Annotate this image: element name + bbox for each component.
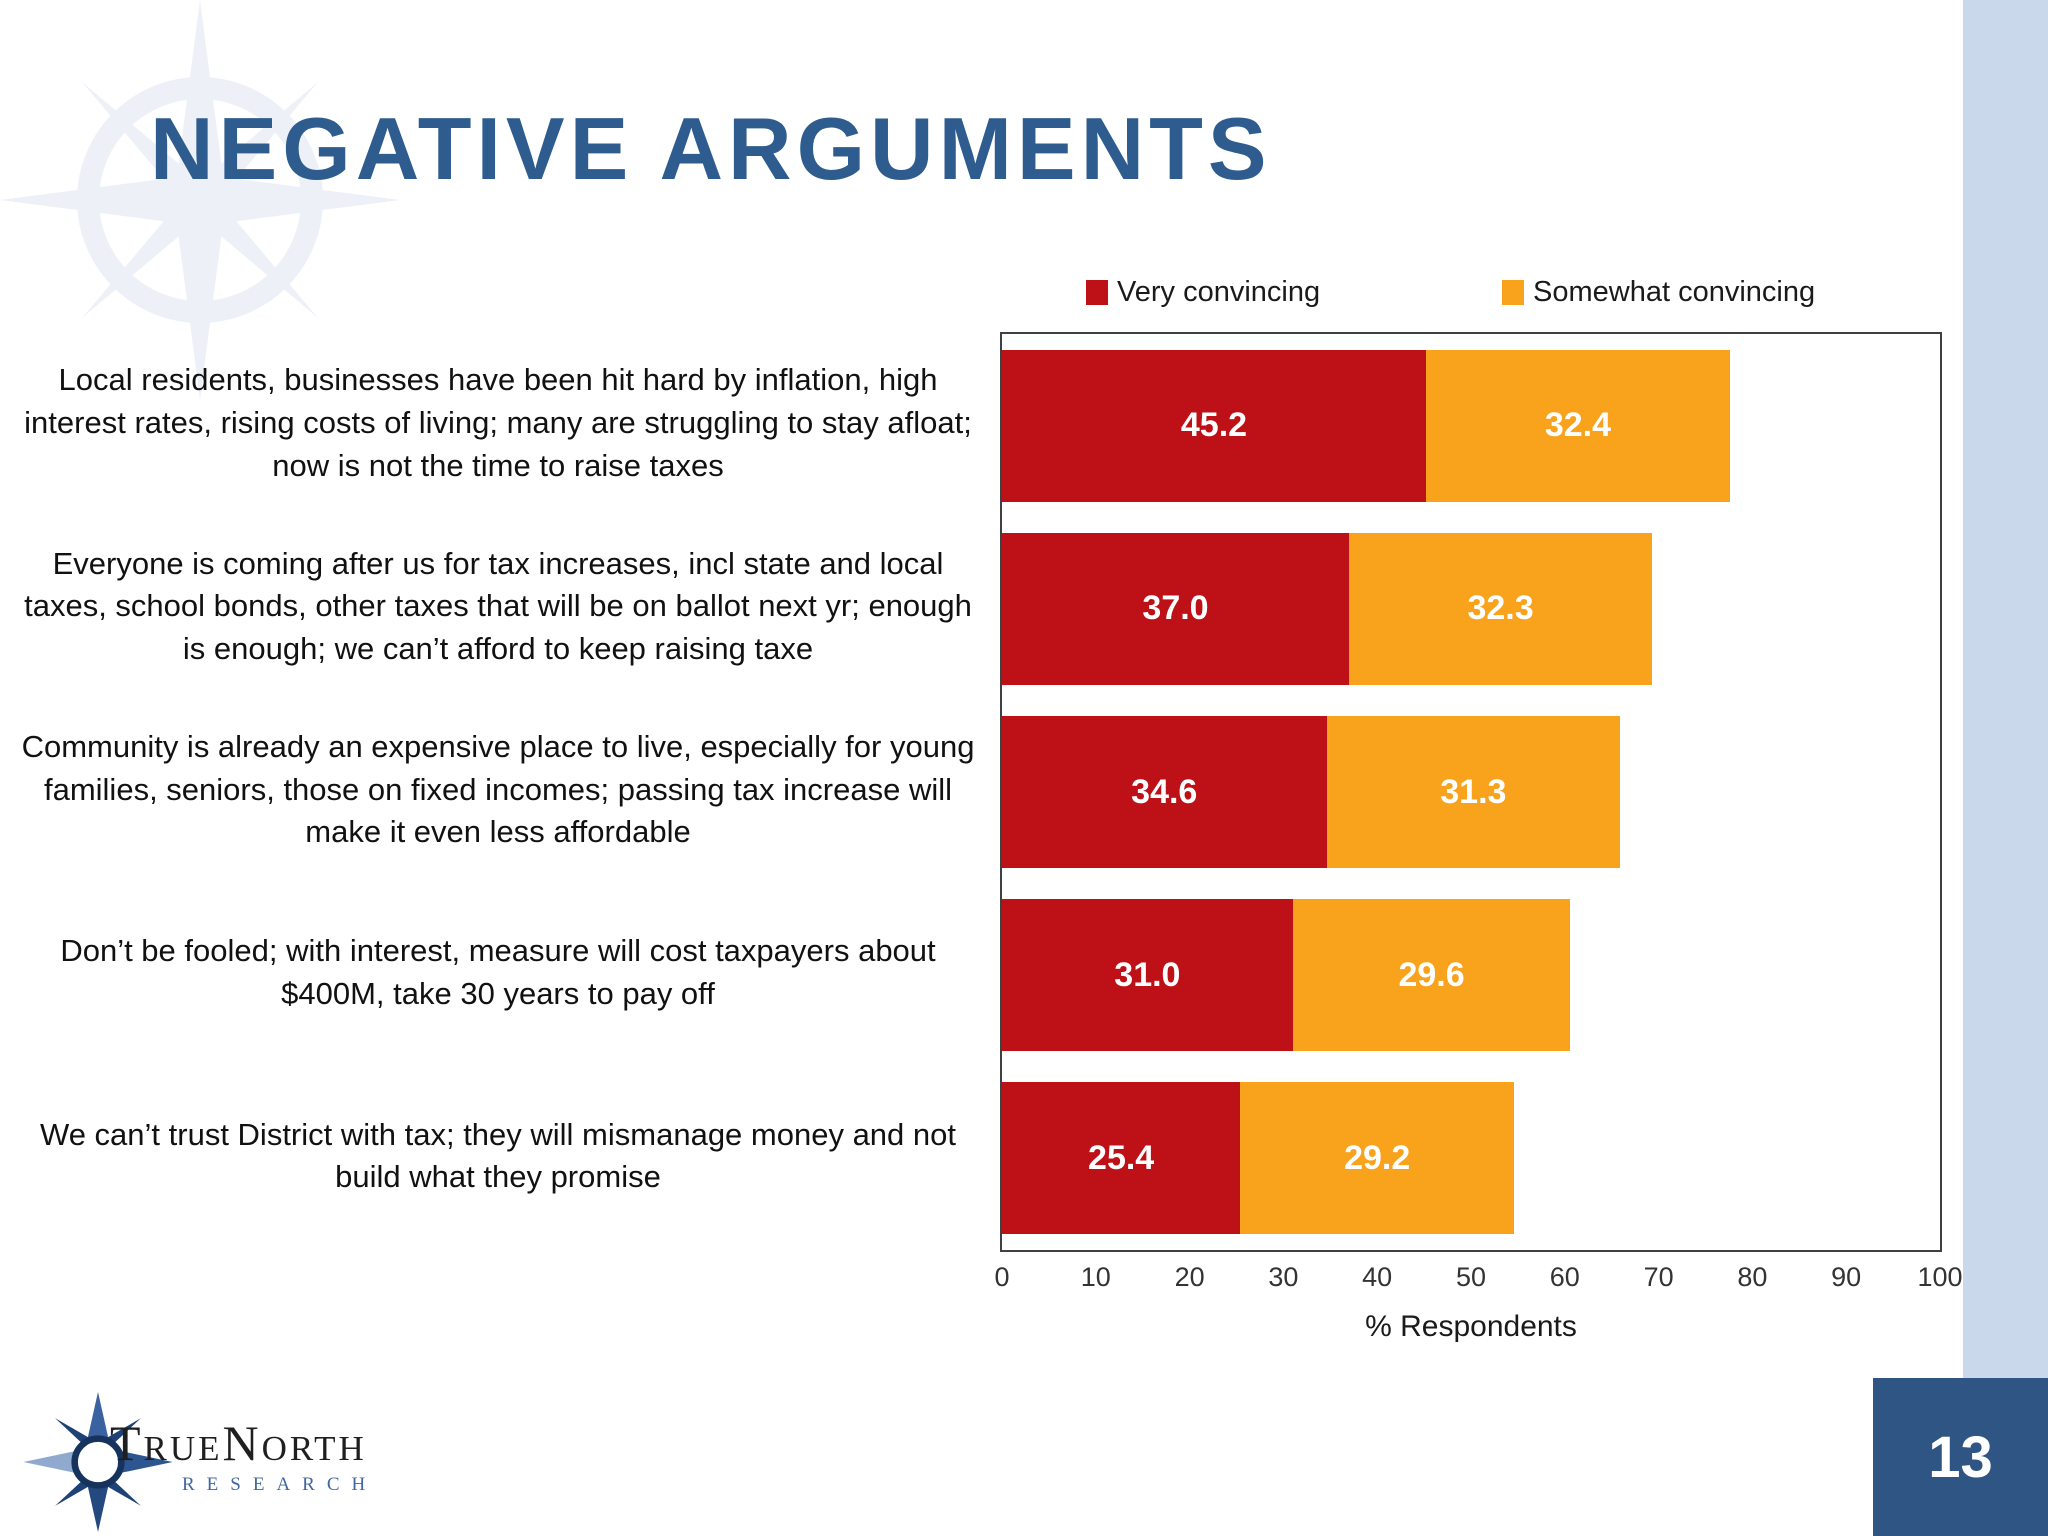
stacked-bar: 31.0 29.6 [1002, 899, 1940, 1052]
bar-segment: 34.6 [1002, 716, 1327, 868]
bar-segment: 25.4 [1002, 1082, 1241, 1235]
bar-value-label: 45.2 [1180, 406, 1248, 445]
bar-value-label: 31.0 [1114, 955, 1181, 994]
category-label: Everyone is coming after us for tax incr… [24, 545, 972, 667]
bar-row: 45.2 32.4 [1002, 334, 1940, 517]
bar-value-label: 29.2 [1344, 1138, 1411, 1177]
stacked-bar: 34.6 31.3 [1002, 716, 1940, 868]
compass-star-icon [23, 1392, 173, 1532]
x-tick-label: 30 [1268, 1262, 1299, 1292]
plot-area: 45.2 32.4 37.0 32.3 34.6 31.3 31.0 29.6 25.4 29.2 [1000, 332, 1942, 1252]
x-tick-label: 90 [1831, 1262, 1862, 1292]
truenorth-logo: TrueNorth RESEARCH [22, 1388, 442, 1536]
x-tick-label: 70 [1643, 1262, 1674, 1292]
x-tick-label: 50 [1455, 1262, 1487, 1292]
bar-segment: 29.6 [1292, 899, 1571, 1052]
bar-segment: 45.2 [1002, 349, 1426, 502]
bar-segment: 32.3 [1349, 532, 1653, 685]
bar-value-label: 25.4 [1088, 1138, 1155, 1177]
bar-segment: 37.0 [1002, 532, 1350, 685]
bar-value-label: 32.4 [1544, 406, 1612, 445]
x-tick-label: 60 [1549, 1262, 1580, 1292]
bar-segment: 32.4 [1425, 349, 1730, 502]
x-tick-label: 40 [1362, 1262, 1393, 1292]
x-tick-label: 10 [1080, 1262, 1111, 1292]
x-tick-label: 20 [1174, 1262, 1205, 1292]
category-labels: Local residents, businesses have been hi… [12, 332, 984, 1248]
bar-value-label: 34.6 [1131, 772, 1198, 811]
bar-row: 37.0 32.3 [1002, 517, 1940, 700]
category-label: Community is already an expensive place … [21, 728, 975, 850]
page-number-box: 13 [1873, 1378, 2048, 1536]
logo-subtitle: RESEARCH [182, 1474, 378, 1495]
legend-item-somewhat-convincing: Somewhat convincing [1502, 276, 1815, 309]
category-label: Local residents, businesses have been hi… [24, 362, 972, 483]
stacked-bar: 37.0 32.3 [1002, 532, 1940, 685]
x-tick-label: 0 [994, 1262, 1010, 1292]
bar-segment: 29.2 [1240, 1082, 1515, 1235]
bar-segment: 31.3 [1326, 716, 1621, 868]
legend-swatch-somewhat-convincing-icon [1502, 280, 1524, 305]
bar-value-label: 29.6 [1398, 955, 1465, 994]
x-tick-label: 80 [1737, 1262, 1768, 1292]
stacked-bar: 25.4 29.2 [1002, 1082, 1940, 1235]
bar-value-label: 31.3 [1440, 772, 1507, 811]
bar-value-label: 32.3 [1467, 589, 1534, 628]
bar-segment: 31.0 [1002, 899, 1293, 1052]
logo-name: TrueNorth [110, 1415, 367, 1471]
side-stripe [1963, 0, 2048, 1536]
bar-row: 34.6 31.3 [1002, 700, 1940, 883]
page-number: 13 [1928, 1424, 1993, 1490]
bar-value-label: 37.0 [1142, 589, 1209, 628]
x-axis-title: % Respondents [1365, 1310, 1577, 1343]
slide-title: NEGATIVE ARGUMENTS [150, 99, 1272, 198]
x-axis: 0 10 20 30 40 50 60 70 80 90 100 [994, 1262, 1962, 1298]
legend-label: Somewhat convincing [1533, 276, 1816, 308]
chart-legend: Very convincing Somewhat convincing [1002, 276, 1940, 322]
category-label: Don’t be fooled; with interest, measure … [60, 933, 936, 1012]
category-label: We can’t trust District with tax; they w… [40, 1116, 956, 1195]
bar-row: 25.4 29.2 [1002, 1067, 1940, 1250]
legend-item-very-convincing: Very convincing [1086, 276, 1320, 309]
stacked-bar: 45.2 32.4 [1002, 349, 1940, 502]
bar-row: 31.0 29.6 [1002, 884, 1940, 1067]
x-tick-label: 100 [1917, 1262, 1963, 1292]
compass-watermark-icon [0, 0, 400, 400]
legend-label: Very convincing [1117, 276, 1321, 308]
legend-swatch-very-convincing-icon [1086, 280, 1108, 305]
